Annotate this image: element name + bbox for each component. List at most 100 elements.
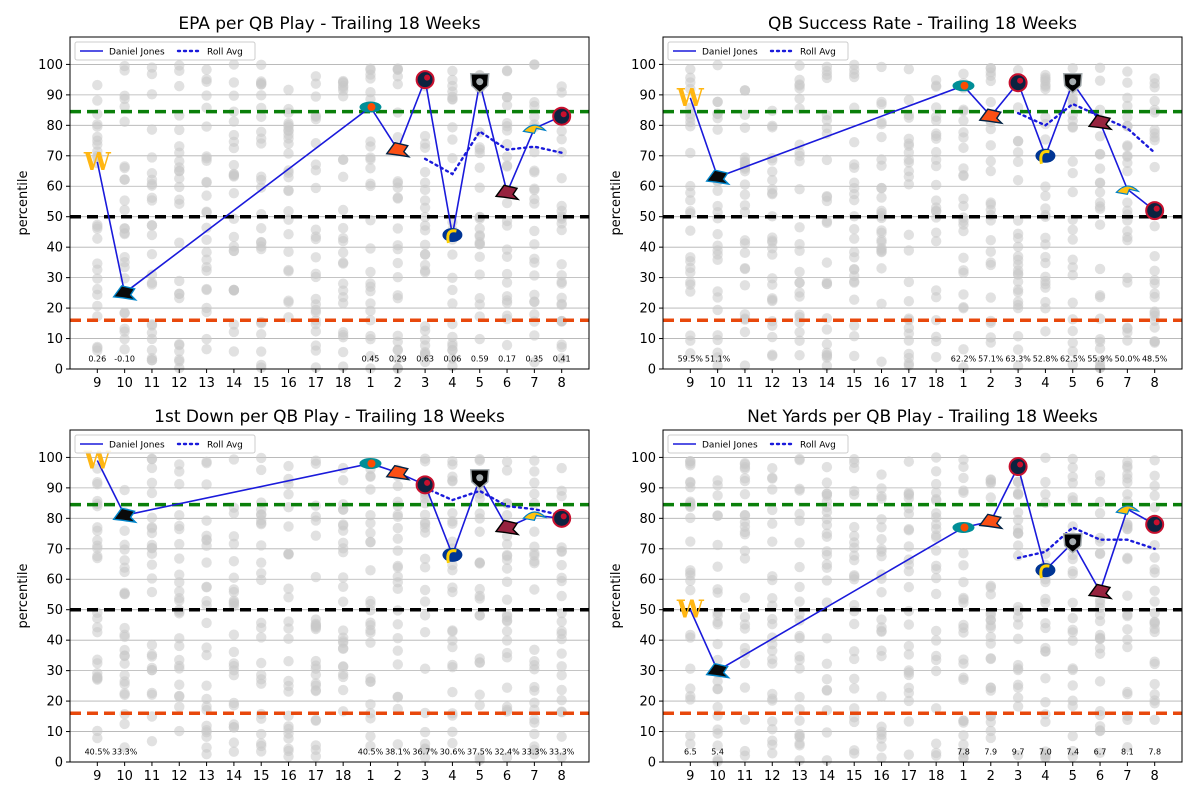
x-tick-label: 17 xyxy=(308,376,325,391)
background-point xyxy=(930,530,942,541)
background-point xyxy=(794,453,805,465)
background-point xyxy=(821,339,833,350)
background-point xyxy=(228,700,240,711)
background-point xyxy=(310,571,322,583)
background-point xyxy=(849,136,860,148)
opponent-logo-car xyxy=(705,169,731,186)
background-point xyxy=(256,59,267,71)
background-point xyxy=(92,79,103,91)
background-point xyxy=(556,205,567,217)
logo-animal xyxy=(494,184,521,201)
background-point xyxy=(174,237,185,248)
background-point xyxy=(876,587,887,598)
background-point xyxy=(1122,205,1133,216)
background-point xyxy=(712,654,723,666)
background-point xyxy=(283,592,294,603)
background-point xyxy=(876,514,887,525)
background-point xyxy=(256,223,267,234)
x-tick-label: 5 xyxy=(476,769,484,784)
background-point xyxy=(146,333,158,345)
background-point xyxy=(1012,540,1024,551)
background-point xyxy=(337,278,349,289)
x-tick-label: 6 xyxy=(1096,769,1104,784)
stat-value-label: 7.8 xyxy=(1148,747,1161,756)
background-point xyxy=(256,728,267,740)
background-point xyxy=(174,701,185,713)
plot-frame xyxy=(69,429,590,763)
background-point xyxy=(256,126,267,138)
background-point xyxy=(119,588,130,600)
rolling-average-line xyxy=(1016,102,1156,154)
background-point xyxy=(556,81,567,92)
background-point xyxy=(256,111,267,123)
background-point xyxy=(1122,92,1133,104)
background-point xyxy=(767,350,778,362)
x-tick-label: 14 xyxy=(226,376,243,391)
background-point xyxy=(556,299,567,311)
background-point xyxy=(1067,751,1078,762)
background-point xyxy=(501,91,513,103)
background-point xyxy=(903,695,915,707)
background-point xyxy=(92,550,103,562)
background-point xyxy=(958,301,969,313)
background-point xyxy=(92,300,103,312)
background-point xyxy=(146,487,158,499)
y-axis-label: percentile xyxy=(16,563,31,628)
logo-mark xyxy=(1017,461,1024,468)
x-tick-label: 10 xyxy=(116,376,133,391)
y-tick-label: 30 xyxy=(46,271,63,286)
background-point xyxy=(556,572,567,584)
background-point xyxy=(529,330,540,341)
background-point xyxy=(903,179,915,190)
y-tick-label: 60 xyxy=(46,180,63,195)
background-point xyxy=(1040,239,1051,250)
background-point xyxy=(146,573,158,584)
background-point xyxy=(310,114,322,125)
background-point xyxy=(556,134,567,145)
background-point xyxy=(903,322,915,334)
background-point xyxy=(985,70,996,82)
background-point xyxy=(985,62,996,74)
background-point xyxy=(876,298,887,310)
y-axis-label: percentile xyxy=(609,563,624,628)
background-point xyxy=(365,363,376,374)
background-point xyxy=(392,353,403,365)
opponent-logo-lv xyxy=(1062,532,1083,554)
y-tick-label: 60 xyxy=(639,573,656,588)
logo-mark xyxy=(1017,77,1024,84)
background-point xyxy=(821,257,833,268)
y-axis-label: percentile xyxy=(16,170,31,235)
logo-horn xyxy=(1039,150,1050,165)
background-point xyxy=(1067,234,1078,245)
y-tick-label: 90 xyxy=(46,88,63,103)
stat-value-label: 9.7 xyxy=(1012,747,1025,756)
opponent-logo-den xyxy=(385,464,411,481)
x-tick-label: 7 xyxy=(530,769,538,784)
background-point xyxy=(119,689,130,701)
stat-value-label: 36.7% xyxy=(412,747,438,756)
background-point xyxy=(1040,203,1051,214)
background-point xyxy=(712,207,723,218)
background-point xyxy=(119,261,130,273)
background-point xyxy=(1067,262,1078,273)
background-point xyxy=(930,519,942,530)
background-point xyxy=(337,671,349,683)
background-point xyxy=(337,572,349,583)
y-tick-label: 70 xyxy=(639,149,656,164)
stat-value-label: 33.3% xyxy=(522,747,548,756)
background-point xyxy=(821,546,833,557)
background-point xyxy=(501,291,513,302)
background-point xyxy=(419,553,431,565)
background-point xyxy=(146,279,158,290)
opponent-logo-ten xyxy=(552,106,572,126)
background-point xyxy=(903,276,915,288)
background-point xyxy=(1067,297,1078,308)
background-point xyxy=(447,726,458,738)
background-point xyxy=(903,525,915,536)
opponent-logo-ten xyxy=(415,475,435,495)
background-point xyxy=(174,663,185,674)
logo-mark xyxy=(1153,205,1160,212)
background-point xyxy=(529,477,540,488)
background-point xyxy=(903,360,915,371)
